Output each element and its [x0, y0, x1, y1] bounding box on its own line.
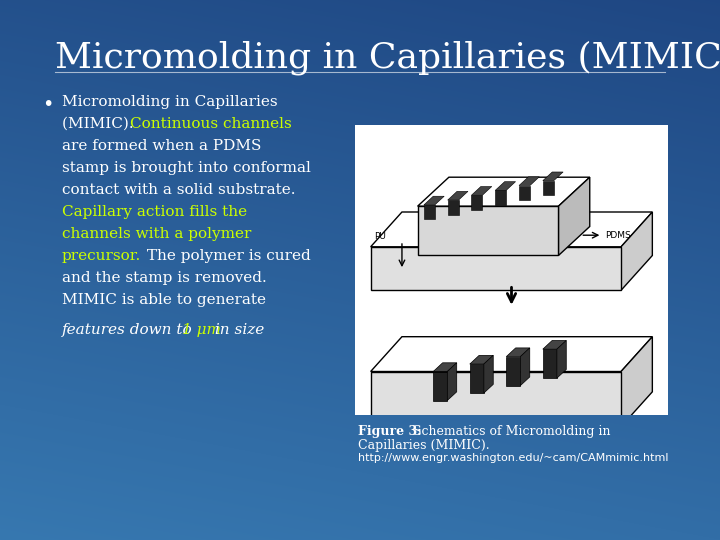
Bar	[355, 125, 668, 415]
Polygon shape	[418, 177, 590, 206]
Text: stamp is brought into conformal: stamp is brought into conformal	[62, 161, 311, 175]
Polygon shape	[371, 247, 621, 291]
Text: are formed when a PDMS: are formed when a PDMS	[62, 139, 261, 153]
Text: in size: in size	[210, 323, 264, 337]
Text: features down to: features down to	[62, 323, 197, 337]
Text: Continuous channels: Continuous channels	[130, 117, 292, 131]
Polygon shape	[521, 348, 530, 386]
Text: Figure 3:: Figure 3:	[358, 425, 422, 438]
Polygon shape	[484, 355, 493, 393]
Text: channels with a polymer: channels with a polymer	[62, 227, 251, 241]
Polygon shape	[433, 372, 447, 401]
Text: and the stamp is removed.: and the stamp is removed.	[62, 271, 266, 285]
Polygon shape	[424, 196, 444, 205]
Text: PU: PU	[374, 232, 386, 241]
Polygon shape	[519, 177, 539, 186]
Text: Micromolding in Capillaries (MIMIC): Micromolding in Capillaries (MIMIC)	[55, 40, 720, 75]
Text: 1 μm: 1 μm	[182, 323, 221, 337]
Polygon shape	[418, 206, 559, 255]
Text: MIMIC is able to generate: MIMIC is able to generate	[62, 293, 266, 307]
Polygon shape	[472, 195, 482, 210]
Polygon shape	[506, 356, 521, 386]
Text: precursor.: precursor.	[62, 249, 141, 263]
Polygon shape	[557, 340, 566, 378]
Text: •: •	[42, 95, 53, 114]
Polygon shape	[543, 172, 563, 181]
Polygon shape	[543, 340, 566, 349]
Text: Capillaries (MIMIC).: Capillaries (MIMIC).	[358, 439, 490, 452]
Polygon shape	[506, 348, 530, 356]
Text: contact with a solid substrate.: contact with a solid substrate.	[62, 183, 295, 197]
Text: http://www.engr.washington.edu/~cam/CAMmimic.html: http://www.engr.washington.edu/~cam/CAMm…	[358, 453, 668, 463]
Polygon shape	[424, 205, 435, 219]
Text: Schematics of Micromolding in: Schematics of Micromolding in	[405, 425, 611, 438]
Polygon shape	[433, 363, 456, 372]
Text: The polymer is cured: The polymer is cured	[142, 249, 311, 263]
Polygon shape	[495, 191, 506, 205]
Polygon shape	[472, 186, 492, 195]
Polygon shape	[543, 181, 554, 195]
Polygon shape	[495, 181, 516, 191]
Polygon shape	[371, 212, 652, 247]
Polygon shape	[448, 200, 459, 214]
Polygon shape	[469, 364, 484, 393]
Text: PDMS: PDMS	[606, 231, 631, 240]
Polygon shape	[519, 186, 530, 200]
Polygon shape	[469, 355, 493, 364]
Polygon shape	[621, 337, 652, 427]
Text: Capillary action fills the: Capillary action fills the	[62, 205, 247, 219]
Polygon shape	[448, 191, 468, 200]
Polygon shape	[559, 177, 590, 255]
Polygon shape	[447, 363, 456, 401]
Polygon shape	[371, 337, 652, 372]
Polygon shape	[621, 212, 652, 291]
Text: (MIMIC).: (MIMIC).	[62, 117, 138, 131]
Polygon shape	[543, 349, 557, 378]
Text: Micromolding in Capillaries: Micromolding in Capillaries	[62, 95, 278, 109]
Polygon shape	[371, 372, 621, 427]
